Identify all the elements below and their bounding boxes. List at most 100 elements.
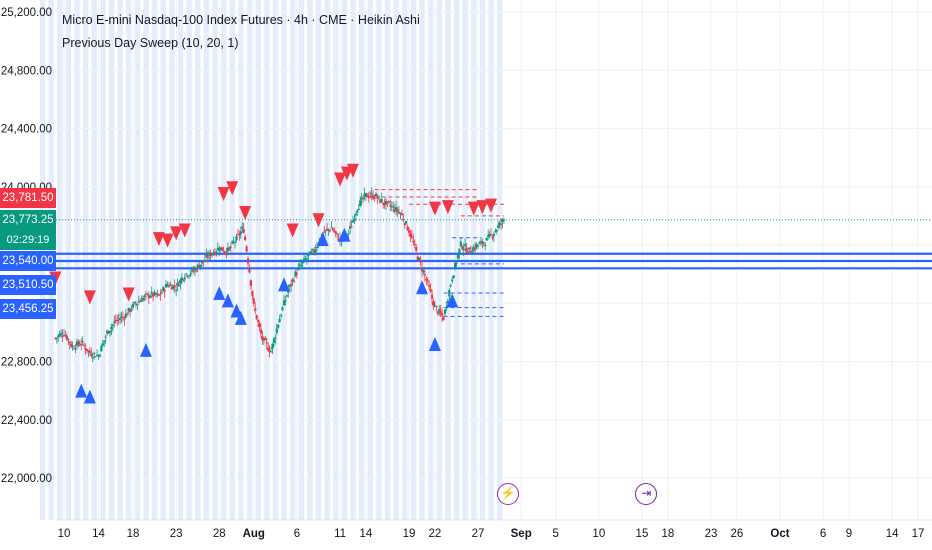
candle-body	[337, 238, 340, 242]
candle-body	[323, 231, 326, 233]
sell-signal-marker	[467, 201, 480, 216]
candle-body	[274, 337, 277, 339]
candle-body	[199, 264, 202, 268]
candle-body	[442, 317, 445, 321]
candle-body	[166, 284, 169, 286]
sell-signal-marker	[83, 290, 96, 305]
candle-body	[81, 341, 84, 343]
candle-body	[110, 326, 113, 330]
candle-body	[392, 206, 395, 208]
candle-body	[111, 324, 114, 326]
candle-body	[472, 247, 475, 251]
candle-body	[429, 289, 432, 292]
candle-body	[149, 296, 152, 298]
candle-body	[300, 264, 303, 266]
candle-body	[443, 309, 447, 314]
candle-body	[249, 280, 253, 286]
candle-body	[307, 254, 310, 256]
candle-body	[399, 213, 402, 215]
candle-body	[143, 295, 146, 297]
candle-body	[120, 316, 123, 319]
buy-signal-marker	[139, 342, 152, 357]
candle-body	[409, 233, 412, 237]
candle-body	[461, 246, 464, 250]
candle-body	[238, 234, 241, 236]
indicator-label[interactable]: Previous Day Sweep (10, 20, 1)	[62, 36, 239, 50]
dividend-event-icon[interactable]: ⇥	[635, 483, 658, 505]
candle-body	[445, 307, 448, 309]
candle-body	[153, 291, 156, 294]
candle-body	[212, 252, 215, 255]
candle-body	[134, 303, 137, 305]
time-tick-label: 9	[846, 528, 852, 540]
candle-body	[397, 211, 401, 213]
candle-body	[159, 293, 162, 295]
time-tick-label: 22	[429, 528, 442, 540]
candle-body	[495, 229, 498, 232]
candle-body	[106, 330, 109, 334]
candle-body	[451, 279, 454, 282]
candle-body	[200, 260, 204, 264]
candle-body	[60, 333, 63, 335]
candle-body	[403, 223, 406, 226]
candle-body	[366, 194, 369, 198]
candle-body	[147, 295, 150, 298]
candle-body	[489, 234, 493, 236]
candles	[54, 187, 506, 363]
sell-signal-marker	[217, 187, 230, 202]
candle-body	[140, 300, 143, 302]
candle-body	[213, 252, 217, 255]
candle-body	[494, 231, 497, 233]
candle-body	[439, 311, 442, 314]
candle-body	[88, 350, 91, 354]
candle-body	[433, 305, 437, 307]
candle-body	[311, 249, 314, 251]
candle-body	[84, 347, 87, 350]
candle-body	[241, 227, 244, 229]
candle-body	[90, 353, 93, 356]
price-badge: 23,773.25	[0, 210, 56, 230]
buy-signal-marker	[446, 293, 459, 308]
candle-body	[252, 298, 255, 304]
time-tick-label: Sep	[511, 528, 532, 540]
candle-body	[127, 307, 130, 312]
candle-body	[297, 267, 300, 270]
sell-signal-marker	[476, 200, 489, 215]
candle-body	[258, 323, 261, 327]
price-tick-label: 24,400.00	[1, 124, 52, 136]
time-tick-label: 23	[705, 528, 718, 540]
candle-body	[395, 207, 398, 211]
candle-body	[205, 254, 208, 257]
candle-body	[314, 249, 317, 253]
time-tick-label: Oct	[770, 528, 789, 540]
candle-body	[501, 219, 504, 222]
candle-body	[189, 273, 192, 275]
candle-body	[75, 341, 79, 346]
candle-body	[459, 241, 462, 247]
candle-body	[248, 269, 251, 273]
price-tick-label: 24,800.00	[1, 65, 52, 77]
time-tick-label: 19	[403, 528, 416, 540]
candle-body	[124, 313, 127, 318]
candle-body	[228, 247, 231, 249]
candle-body	[239, 231, 242, 235]
candle-body	[471, 252, 474, 254]
sell-signal-marker	[161, 233, 174, 248]
candle-body	[65, 336, 68, 340]
candle-body	[198, 266, 201, 269]
candle-body	[491, 236, 494, 238]
candle-body	[356, 210, 359, 213]
candle-body	[226, 247, 229, 252]
candle-body	[498, 222, 501, 226]
time-axis[interactable]: 10 14 18 23 28 Aug 6 11 14 19 22 27 Sep 5 10 15 18 23 26 Oc…	[56, 519, 932, 540]
candle-body	[376, 197, 379, 199]
candle-body	[245, 246, 248, 252]
earnings-event-icon[interactable]: ⚡	[497, 483, 520, 505]
candle-body	[302, 258, 306, 261]
candle-body	[209, 253, 212, 257]
candle-body	[54, 338, 57, 340]
candle-body	[91, 357, 94, 359]
candle-body	[475, 244, 478, 248]
candle-body	[458, 248, 461, 254]
